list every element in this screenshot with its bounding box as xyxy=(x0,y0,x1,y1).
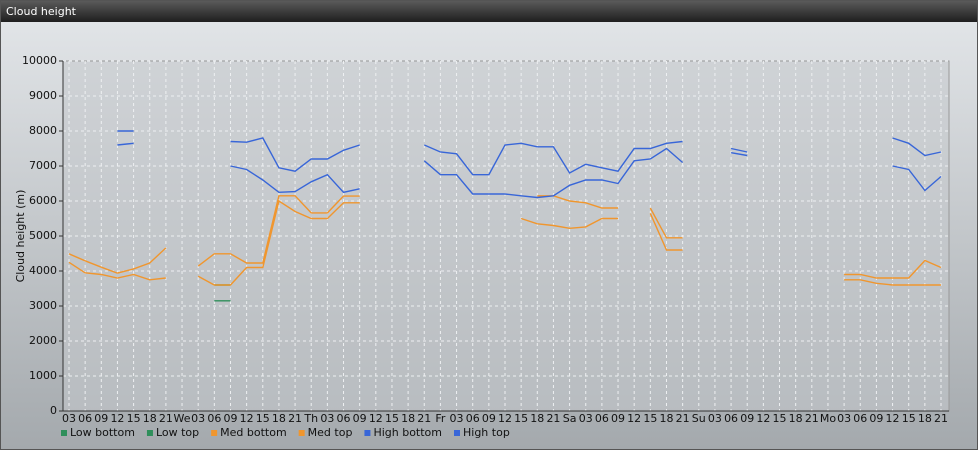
x-tick-label: 18 xyxy=(789,412,803,425)
x-tick-label: 21 xyxy=(934,412,948,425)
x-tick-label: 12 xyxy=(627,412,641,425)
x-tick-label: We xyxy=(174,412,191,425)
x-tick-label: Mo xyxy=(820,412,836,425)
chart: Cloud height (m) 0 1000 2000 3000 4000 5000 60… xyxy=(14,54,950,439)
x-tick-label: Fr xyxy=(435,412,446,425)
y-tick-label: 2000 xyxy=(29,334,57,347)
x-tick-label: Su xyxy=(692,412,706,425)
x-tick-label: 06 xyxy=(466,412,480,425)
x-tick-label: 18 xyxy=(401,412,415,425)
x-tick-label: Sa xyxy=(563,412,577,425)
legend-label: High top xyxy=(463,426,510,439)
x-tick-label: 06 xyxy=(724,412,738,425)
window-title: Cloud height xyxy=(1,1,977,22)
legend-label: Med top xyxy=(308,426,353,439)
y-tick-label: 4000 xyxy=(29,264,57,277)
x-tick-label: 12 xyxy=(756,412,770,425)
series-line xyxy=(68,195,942,279)
y-tick-label: 9000 xyxy=(29,89,57,102)
x-tick-label: 15 xyxy=(127,412,141,425)
legend-swatch xyxy=(211,430,218,436)
x-tick-label: 21 xyxy=(805,412,819,425)
legend-swatch xyxy=(146,430,153,436)
x-tick-label: 03 xyxy=(62,412,76,425)
legend-label: Low bottom xyxy=(70,426,135,439)
legend-swatch xyxy=(364,430,371,436)
x-tick-label: 12 xyxy=(110,412,124,425)
legend-label: Med bottom xyxy=(220,426,287,439)
x-tick-label: 09 xyxy=(611,412,625,425)
y-tick-label: 7000 xyxy=(29,159,57,172)
x-tick-label: 03 xyxy=(191,412,205,425)
x-tick-label: 09 xyxy=(223,412,237,425)
x-tick-label: 15 xyxy=(643,412,657,425)
x-tick-label: 15 xyxy=(773,412,787,425)
legend-swatch xyxy=(298,430,305,436)
x-tick-label: 18 xyxy=(659,412,673,425)
x-tick-label: 12 xyxy=(886,412,900,425)
y-tick-label: 0 xyxy=(50,404,57,417)
x-tick-label: 12 xyxy=(240,412,254,425)
x-tick-label: 06 xyxy=(207,412,221,425)
x-tick-label: 21 xyxy=(288,412,302,425)
legend-swatch xyxy=(454,430,460,436)
x-tick-label: 09 xyxy=(869,412,883,425)
y-tick-label: 1000 xyxy=(29,369,57,382)
x-tick-label: 06 xyxy=(337,412,351,425)
legend-label: Low top xyxy=(156,426,199,439)
x-tick-label: 15 xyxy=(902,412,916,425)
x-tick-label: 21 xyxy=(676,412,690,425)
x-tick-label: 15 xyxy=(514,412,528,425)
x-tick-label: 09 xyxy=(482,412,496,425)
x-tick-label: 03 xyxy=(450,412,464,425)
series-line xyxy=(117,130,942,176)
x-tick-label: 09 xyxy=(353,412,367,425)
x-tick-label: 18 xyxy=(530,412,544,425)
x-tick-label: 06 xyxy=(78,412,92,425)
x-tick-label: 12 xyxy=(498,412,512,425)
x-tick-label: 18 xyxy=(272,412,286,425)
legend-swatch xyxy=(61,430,67,436)
x-tick-label: 09 xyxy=(740,412,754,425)
x-tick-label: 06 xyxy=(595,412,609,425)
x-tick-label: 06 xyxy=(853,412,867,425)
series-line xyxy=(68,199,941,286)
x-tick-label: 03 xyxy=(579,412,593,425)
x-tick-label: 09 xyxy=(94,412,108,425)
y-tick-label: 8000 xyxy=(29,124,57,137)
x-tick-label: 21 xyxy=(417,412,431,425)
y-tick-label: 10000 xyxy=(22,54,57,67)
x-tick-label: 03 xyxy=(708,412,722,425)
x-tick-label: 15 xyxy=(385,412,399,425)
y-tick-label: 5000 xyxy=(29,229,57,242)
x-tick-label: 15 xyxy=(256,412,270,425)
y-tick-label: 3000 xyxy=(29,299,57,312)
x-tick-label: 12 xyxy=(369,412,383,425)
x-tick-label: Th xyxy=(303,412,318,425)
x-tick-label: 21 xyxy=(546,412,560,425)
series-line xyxy=(117,142,942,199)
y-axis-label: Cloud height (m) xyxy=(14,190,27,283)
x-tick-label: 18 xyxy=(143,412,157,425)
x-tick-label: 03 xyxy=(837,412,851,425)
x-tick-label: 21 xyxy=(159,412,173,425)
x-tick-label: 03 xyxy=(320,412,334,425)
legend-label: High bottom xyxy=(373,426,442,439)
y-tick-label: 6000 xyxy=(29,194,57,207)
x-tick-label: 18 xyxy=(918,412,932,425)
